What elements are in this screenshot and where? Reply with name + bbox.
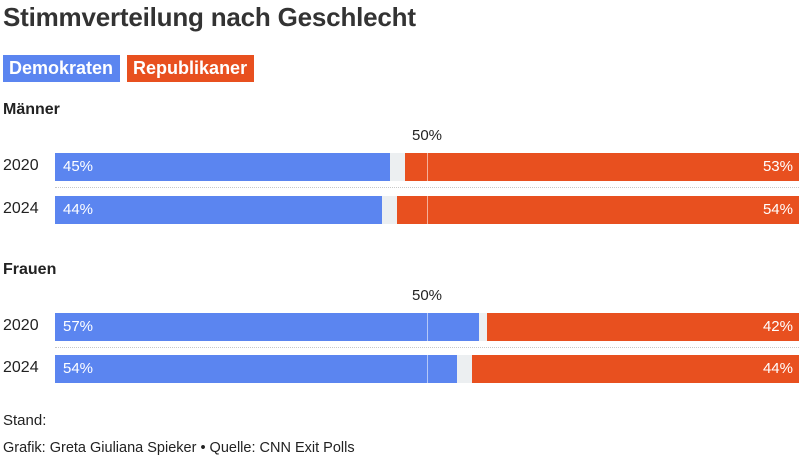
midpoint-line bbox=[427, 153, 428, 181]
value-label-democrats: 45% bbox=[63, 158, 94, 175]
bar-track: 44% 54% bbox=[55, 196, 799, 224]
bar-row-women-2020: 2020 57% 42% bbox=[0, 313, 800, 341]
bar-republicans bbox=[397, 196, 799, 224]
bar-row-women-2024: 2024 54% 44% bbox=[0, 355, 800, 383]
value-label-democrats: 44% bbox=[63, 201, 94, 218]
bar-democrats bbox=[55, 153, 390, 181]
bar-democrats bbox=[55, 313, 480, 341]
value-label-republicans: 44% bbox=[762, 360, 793, 377]
bar-democrats bbox=[55, 355, 457, 383]
row-separator bbox=[55, 347, 799, 348]
year-label: 2020 bbox=[3, 157, 39, 174]
legend-democrats: Demokraten bbox=[3, 55, 121, 82]
bar-republicans bbox=[486, 313, 799, 341]
year-label: 2024 bbox=[3, 200, 39, 217]
value-label-republicans: 54% bbox=[762, 201, 793, 218]
group-title-women: Frauen bbox=[3, 261, 57, 278]
value-label-republicans: 42% bbox=[762, 318, 793, 335]
midpoint-line bbox=[427, 196, 428, 224]
midpoint-line bbox=[427, 313, 428, 341]
value-label-democrats: 57% bbox=[63, 318, 94, 335]
value-label-democrats: 54% bbox=[63, 360, 94, 377]
year-label: 2020 bbox=[3, 317, 39, 334]
bar-track: 54% 44% bbox=[55, 355, 799, 383]
value-label-republicans: 53% bbox=[762, 158, 793, 175]
midpoint-line bbox=[427, 355, 428, 383]
footer-credit: Grafik: Greta Giuliana Spieker • Quelle:… bbox=[3, 440, 355, 456]
bar-row-men-2024: 2024 44% 54% bbox=[0, 196, 800, 224]
midpoint-label-women: 50% bbox=[411, 287, 443, 304]
legend: Demokraten Republikaner bbox=[3, 55, 255, 82]
bar-row-men-2020: 2020 45% 53% bbox=[0, 153, 800, 181]
legend-republicans: Republikaner bbox=[127, 55, 255, 82]
footer-stand: Stand: bbox=[3, 412, 47, 429]
bar-track: 45% 53% bbox=[55, 153, 799, 181]
chart-title: Stimmverteilung nach Geschlecht bbox=[3, 2, 416, 32]
midpoint-label-men: 50% bbox=[411, 127, 443, 144]
year-label: 2024 bbox=[3, 359, 39, 376]
bar-republicans bbox=[404, 153, 799, 181]
bar-republicans bbox=[471, 355, 799, 383]
bar-democrats bbox=[55, 196, 383, 224]
row-separator bbox=[55, 187, 799, 188]
group-title-men: Männer bbox=[3, 101, 60, 118]
bar-track: 57% 42% bbox=[55, 313, 799, 341]
